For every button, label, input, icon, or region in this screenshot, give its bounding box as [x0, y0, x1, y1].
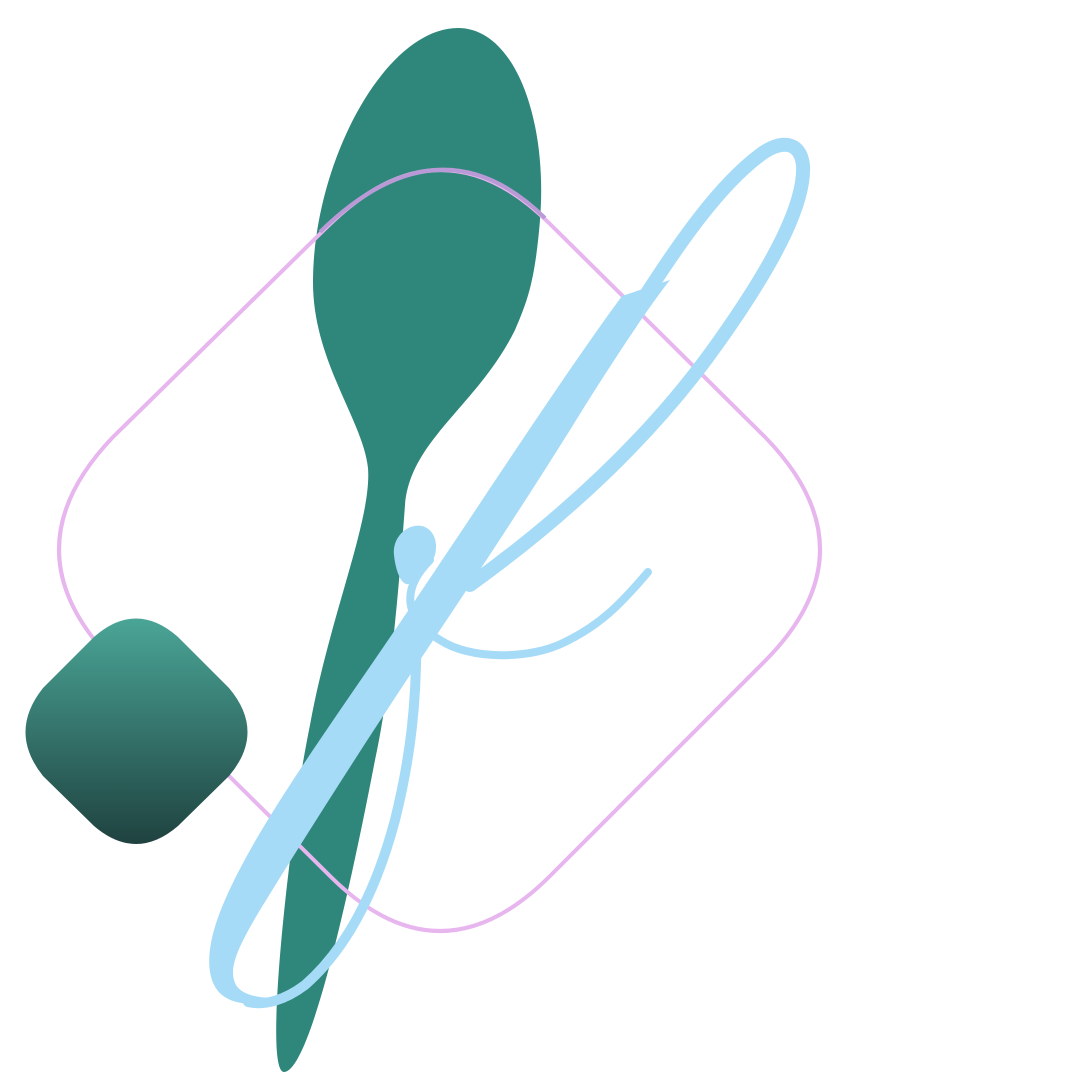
teal-gradient-rounded-diamond — [25, 618, 248, 844]
script-f-upper-loop — [463, 137, 811, 592]
script-f-lower-tail — [243, 615, 422, 1009]
script-f-ink-blob — [393, 525, 437, 585]
script-f-letterform — [209, 137, 811, 1009]
script-f-crossbar-loop — [406, 556, 652, 660]
teal-spoon-shape — [276, 28, 542, 1072]
outline-overlap-segment — [318, 167, 547, 234]
